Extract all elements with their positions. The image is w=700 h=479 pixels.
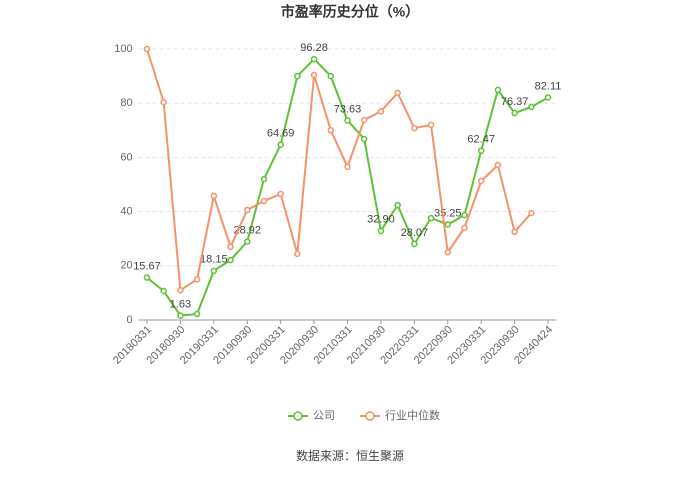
data-label: 64.69 — [267, 128, 295, 140]
line — [146, 48, 533, 292]
y-tick-label: 40 — [120, 206, 132, 218]
point — [193, 276, 201, 283]
point — [227, 256, 234, 264]
point — [360, 135, 368, 143]
point — [411, 240, 418, 248]
point — [411, 124, 418, 132]
point — [277, 190, 284, 198]
y-tick-label: 0 — [126, 314, 132, 326]
y-tick-label: 80 — [120, 97, 132, 109]
point — [310, 55, 318, 63]
point — [294, 250, 301, 258]
point — [243, 238, 251, 245]
data-label: 32.90 — [367, 214, 395, 226]
point — [477, 147, 485, 154]
data-label: 76.37 — [501, 96, 529, 108]
legend-marker — [365, 411, 375, 421]
y-tick-label: 100 — [114, 43, 132, 55]
point — [377, 108, 385, 115]
point — [461, 211, 468, 219]
point — [210, 267, 218, 275]
point — [260, 175, 268, 183]
point — [327, 72, 335, 80]
point — [360, 116, 368, 124]
point — [461, 224, 468, 232]
y-tick-label: 60 — [120, 151, 132, 163]
point — [160, 287, 167, 295]
point — [427, 214, 435, 222]
source: 数据来源：恒生聚源 — [296, 448, 404, 463]
point — [544, 94, 552, 101]
point — [277, 141, 284, 148]
point — [143, 274, 151, 281]
point — [344, 117, 351, 124]
point — [494, 86, 502, 94]
data-label: 15.67 — [133, 260, 161, 272]
legend-marker — [293, 411, 303, 421]
point — [511, 228, 518, 236]
point — [394, 89, 401, 97]
point — [227, 243, 234, 251]
point — [177, 312, 184, 319]
point — [494, 161, 502, 169]
point — [528, 209, 535, 217]
data-label: 62.47 — [467, 134, 495, 146]
point — [294, 72, 301, 80]
y-tick-label: 20 — [120, 260, 132, 272]
point — [444, 221, 452, 228]
point — [327, 127, 335, 134]
point — [310, 71, 318, 79]
point — [160, 98, 167, 106]
point — [511, 109, 518, 117]
data-label: 82.11 — [535, 80, 562, 92]
chart-title: 市盈率历史分位（%） — [281, 4, 419, 20]
data-label: 35.25 — [434, 207, 462, 219]
point — [377, 227, 385, 235]
point — [177, 286, 184, 294]
point — [528, 103, 535, 111]
point — [260, 197, 268, 205]
line — [146, 57, 549, 317]
point — [444, 249, 452, 256]
data-label: 96.28 — [300, 42, 328, 54]
point — [394, 201, 401, 209]
data-label: 18.15 — [200, 254, 228, 266]
point — [193, 310, 201, 318]
legend-label: 行业中位数 — [385, 408, 440, 422]
point — [344, 163, 351, 171]
point — [143, 45, 151, 53]
point — [427, 121, 435, 129]
point — [477, 177, 485, 185]
point — [243, 206, 251, 214]
data-label: 73.63 — [334, 103, 362, 115]
data-label: 28.07 — [401, 227, 429, 239]
data-label: 1.63 — [170, 298, 191, 310]
point — [210, 192, 218, 200]
legend-label: 公司 — [313, 410, 335, 422]
